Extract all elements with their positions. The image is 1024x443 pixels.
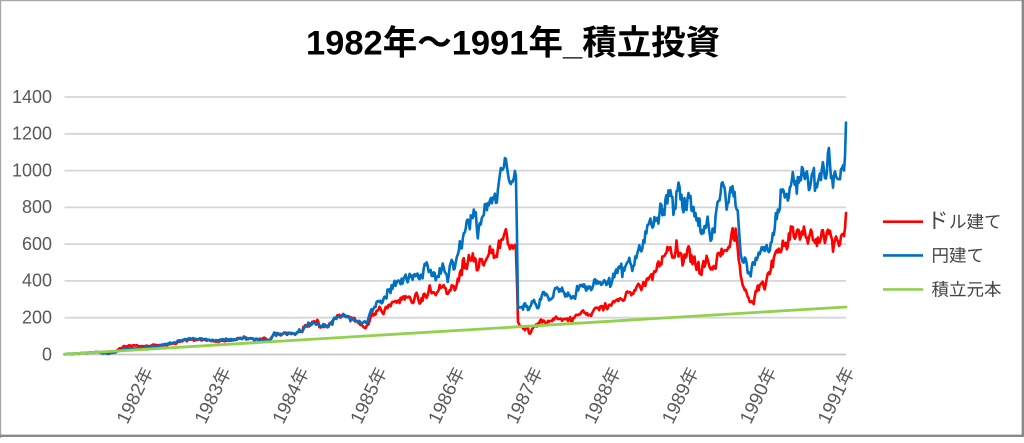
svg-text:600: 600 (22, 234, 52, 254)
svg-text:800: 800 (22, 197, 52, 217)
svg-text:1991: 1991 (452, 25, 529, 63)
svg-text:1000: 1000 (12, 160, 52, 180)
svg-text:1982: 1982 (306, 25, 383, 63)
svg-text:_: _ (562, 25, 583, 63)
svg-text:200: 200 (22, 308, 52, 328)
svg-text:400: 400 (22, 271, 52, 291)
svg-text:0: 0 (42, 344, 52, 364)
svg-text:1200: 1200 (12, 124, 52, 144)
svg-text:1400: 1400 (12, 87, 52, 107)
